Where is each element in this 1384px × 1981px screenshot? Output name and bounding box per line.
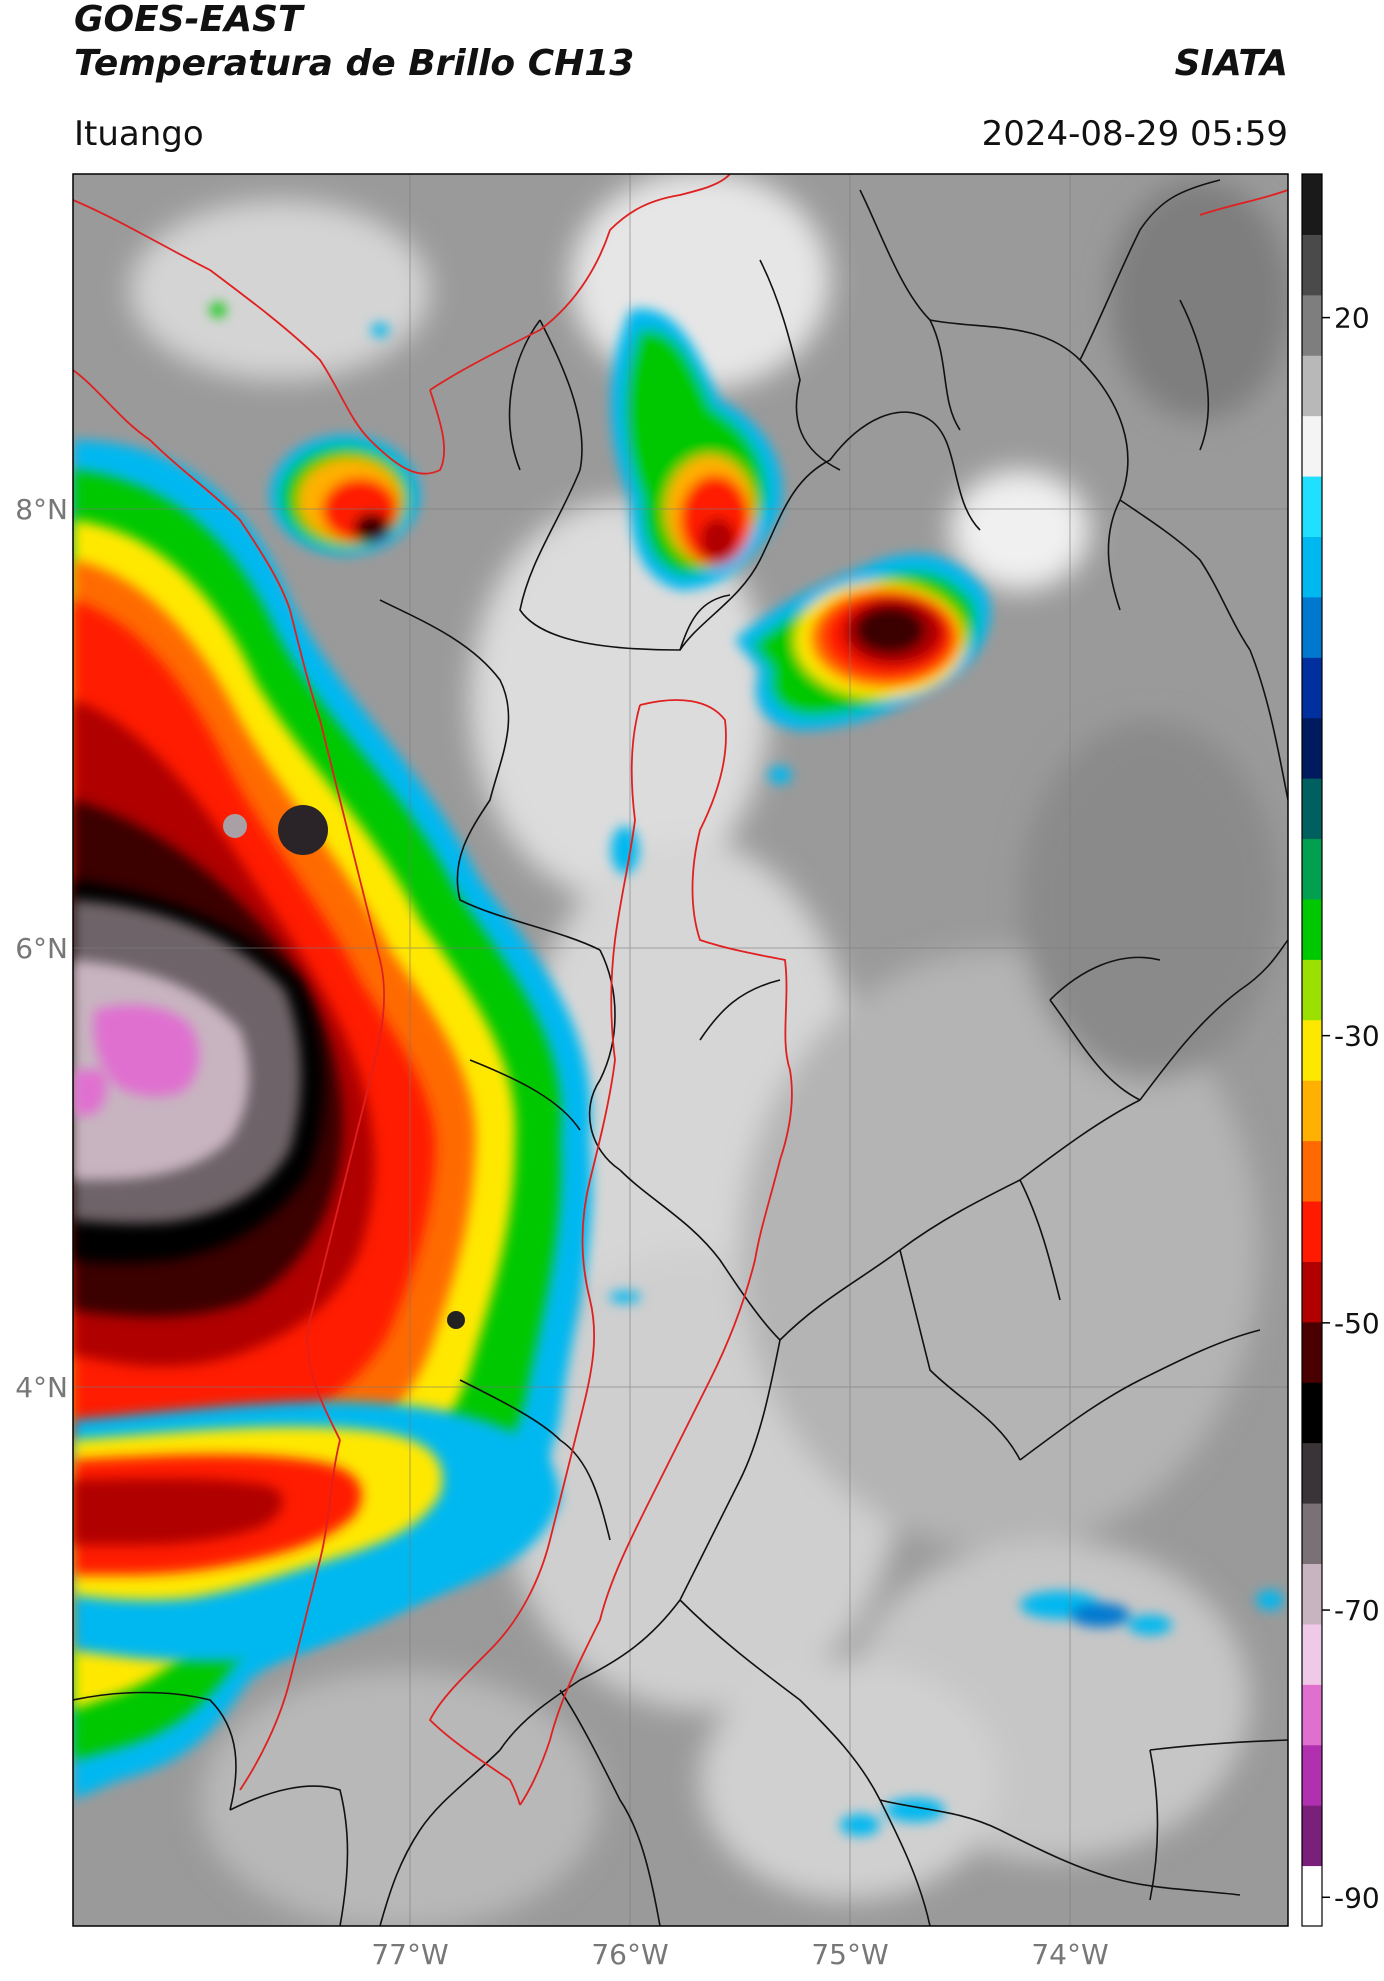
colorbar-band [1302, 1201, 1322, 1262]
colorbar-band [1302, 898, 1322, 960]
colorbar-band [1302, 174, 1322, 235]
overshooting-top [278, 805, 328, 855]
organization-label: SIATA [1174, 43, 1288, 84]
red-boundaries [73, 174, 1288, 1806]
light-cloud-fields [130, 174, 1288, 1926]
lon-label-74w: 74°W [1031, 1938, 1108, 1971]
colorbar-band [1302, 1321, 1322, 1383]
convective-cell-north [611, 308, 782, 590]
colorbar-band [1302, 1623, 1322, 1685]
colorbar-tick-label: -90 [1334, 1881, 1380, 1914]
colorbar-band [1302, 1805, 1322, 1867]
colorbar-tick-label: 20 [1334, 302, 1370, 335]
lon-label-77w: 77°W [371, 1938, 448, 1971]
lon-label-76w: 76°W [591, 1938, 668, 1971]
colorbar-band [1302, 1080, 1322, 1142]
lat-label-4n: 4°N [15, 1371, 68, 1404]
colorbar-band [1302, 596, 1322, 658]
product-title: Temperatura de Brillo CH13 [74, 43, 635, 84]
colorbar-band [1302, 1563, 1322, 1625]
colorbar-band [1302, 1503, 1322, 1565]
colorbar-band [1302, 1382, 1322, 1444]
colorbar-band [1302, 1442, 1322, 1504]
colorbar-band [1302, 1865, 1322, 1927]
overshooting-top [447, 1311, 465, 1329]
colorbar-band [1302, 294, 1322, 356]
graticule [73, 174, 1288, 1926]
convective-cell-east [735, 554, 991, 730]
colorbar-band [1302, 234, 1322, 296]
colorbar-band [1302, 476, 1322, 537]
colorbar-band [1302, 1019, 1322, 1081]
colorbar-ticks: 20 -30 -50 -70 -90 [1322, 302, 1380, 1914]
axis-labels: 8°N 6°N 4°N 77°W 76°W 75°W 74°W [15, 493, 1108, 1971]
colorbar-band [1302, 959, 1322, 1021]
colorbar-band [1302, 1261, 1322, 1323]
colorbar-band [1302, 1744, 1322, 1806]
satellite-imagery [73, 174, 1288, 1926]
convective-system-pacific [73, 440, 593, 1800]
timestamp-label: 2024-08-29 05:59 [981, 114, 1288, 154]
satellite-title: GOES-EAST [74, 0, 303, 40]
convective-cell-uraba [270, 435, 420, 555]
colorbar-band [1302, 536, 1322, 598]
colorbar-band [1302, 717, 1322, 779]
colorbar-tick-label: -70 [1334, 1594, 1380, 1627]
colorbar-band [1302, 1684, 1322, 1746]
colorbar-band [1302, 1140, 1322, 1202]
colorbar-tick-label: -30 [1334, 1020, 1380, 1053]
lon-label-75w: 75°W [811, 1938, 888, 1971]
colorbar-band [1302, 657, 1322, 719]
colorbar-band [1302, 415, 1322, 477]
map-frame [72, 173, 1289, 1927]
lat-label-6n: 6°N [15, 932, 68, 965]
region-label: Ituango [74, 114, 204, 154]
colorbar-band [1302, 355, 1322, 417]
colorbar-band [1302, 838, 1322, 900]
overshooting-top [223, 814, 247, 838]
colorbar-tick-label: -50 [1334, 1307, 1380, 1340]
colorbar-band [1302, 778, 1322, 840]
lat-label-8n: 8°N [15, 493, 68, 526]
colorbar: 20 -30 -50 -70 -90 [1301, 173, 1380, 1927]
colorbar-bands [1302, 174, 1322, 1927]
colorbar-frame [1301, 173, 1323, 1927]
